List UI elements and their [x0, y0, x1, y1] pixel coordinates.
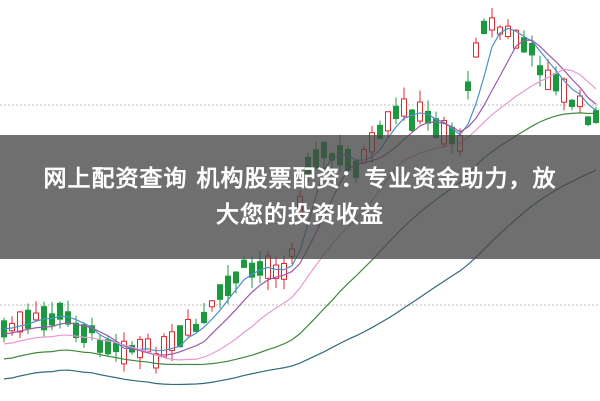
candle-body [233, 271, 239, 284]
candle-body [585, 116, 591, 126]
candle-body [33, 312, 39, 321]
candle-body [105, 339, 111, 355]
headline-banner: 网上配资查询 机构股票配资：专业资金助力，放 大您的投资收益 [0, 135, 600, 259]
candle-body [561, 78, 567, 103]
candle-body [49, 313, 55, 326]
ma-line-pink [3, 68, 597, 361]
candle-body [545, 69, 551, 91]
candle-body [577, 95, 583, 108]
candle-body [593, 110, 599, 124]
candle-body [409, 109, 415, 131]
candle-body [281, 263, 287, 280]
candle-body [193, 323, 199, 332]
candle-body [521, 37, 527, 53]
candle-body [465, 81, 471, 91]
candle-body [81, 324, 87, 343]
headline-line-2: 大您的投资收益 [216, 202, 384, 228]
candle-body [529, 42, 535, 56]
candle-body [17, 311, 23, 333]
candle-body [161, 336, 167, 358]
candle-body [249, 262, 255, 278]
candle-body [393, 105, 399, 120]
candle-body [113, 342, 119, 353]
candle-body [209, 300, 215, 308]
candle-body [201, 311, 207, 324]
candle-body [481, 20, 487, 35]
candle-body [121, 340, 127, 365]
candle-body [473, 42, 479, 58]
candle-body [257, 261, 263, 276]
candle-body [489, 17, 495, 31]
ma-line-purple [3, 39, 597, 356]
candle-body [97, 339, 103, 353]
candle-body [569, 99, 575, 108]
candle-body [185, 318, 191, 336]
candle-body [513, 29, 519, 49]
candle-body [537, 65, 543, 76]
candle-body [73, 322, 79, 339]
candle-body [505, 25, 511, 38]
candle-body [169, 331, 175, 352]
candle-body [385, 111, 391, 132]
headline-line-1: 网上配资查询 机构股票配资：专业资金助力，放 [43, 166, 557, 192]
candle-body [401, 98, 407, 117]
candle-body [425, 110, 431, 124]
candle-body [553, 73, 559, 92]
candle-body [153, 353, 159, 369]
candle-body [241, 259, 247, 268]
candle-body [57, 302, 63, 320]
candle-body [25, 309, 31, 329]
candle-body [217, 284, 223, 300]
candle-body [225, 275, 231, 296]
candle-body [417, 101, 423, 122]
candle-body [273, 264, 279, 280]
